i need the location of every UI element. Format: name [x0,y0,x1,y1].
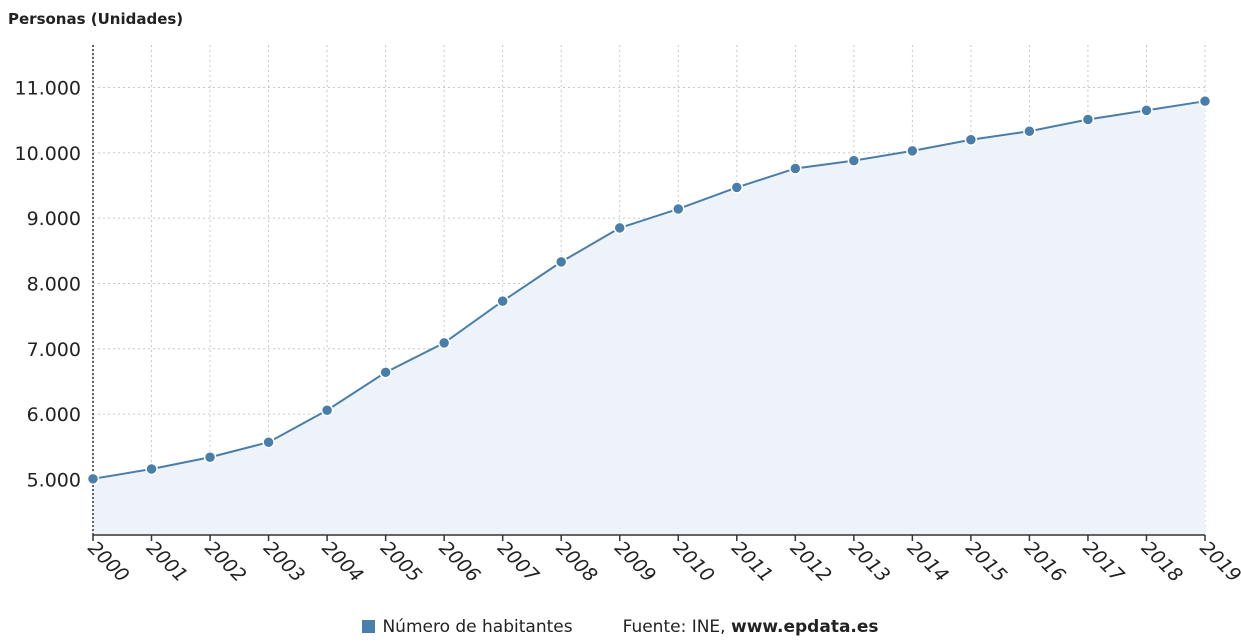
data-point[interactable] [789,162,802,175]
source-prefix: Fuente: INE, [622,617,731,637]
x-tick-label: 2019 [1195,537,1241,587]
x-tick-label: 2006 [435,537,485,587]
data-point[interactable] [847,154,861,167]
data-point[interactable] [1198,94,1212,108]
x-tick-label: 2015 [961,537,1011,587]
y-tick-label: 9.000 [27,208,81,230]
x-tick-label: 2017 [1078,537,1128,587]
legend-series-label[interactable]: Número de habitantes [382,617,573,637]
data-point[interactable] [379,366,392,379]
data-point[interactable] [730,181,744,194]
axes [92,45,1206,541]
data-point[interactable] [672,202,685,216]
x-tick-label: 2003 [259,537,309,587]
x-tick-labels: 2000 2001 2002 2003 2004 2005 2006 2007 2008 2009… [83,537,1241,587]
data-point[interactable] [613,221,626,235]
data-point[interactable] [203,451,217,464]
x-tick-label: 2011 [727,537,777,587]
data-point[interactable] [1140,104,1153,117]
y-tick-label: 8.000 [27,273,81,295]
data-point[interactable] [145,462,158,476]
x-tick-label: 2010 [669,537,719,587]
y-tick-label: 7.000 [27,339,81,361]
data-point[interactable] [320,403,334,417]
legend-swatch [362,620,376,633]
y-axis-title: Personas (Unidades) [8,10,184,28]
y-tick-label: 11.000 [15,77,81,99]
x-tick-label: 2000 [83,537,133,587]
x-tick-label: 2013 [844,537,894,587]
series-line [92,100,1206,480]
data-point[interactable] [554,255,568,269]
x-tick-label: 2016 [1020,537,1070,587]
y-tick-label: 6.000 [27,404,81,426]
x-tick-label: 2014 [903,537,953,587]
x-tick-label: 2008 [552,537,602,587]
y-tick-label: 5.000 [27,469,81,491]
x-tick-label: 2012 [786,537,836,587]
data-point[interactable] [262,435,275,449]
source-link[interactable]: www.epdata.es [731,617,879,637]
x-tick-label: 2002 [201,537,251,587]
data-point[interactable] [964,133,978,146]
y-tick-label: 10.000 [15,143,81,165]
data-point[interactable] [906,144,919,158]
series-area-fill [93,101,1205,535]
x-tick-label: 2001 [142,537,192,587]
x-tick-label: 2009 [610,537,660,587]
legend: Número de habitantes Fuente: INE, www.epd… [0,617,1241,637]
x-tick-label: 2007 [493,537,543,587]
x-tick-label: 2005 [376,537,426,587]
data-point[interactable] [1023,124,1036,138]
x-tick-label: 2018 [1137,537,1187,587]
data-point[interactable] [86,472,100,486]
data-point[interactable] [496,294,509,308]
data-points [86,94,1212,486]
data-point[interactable] [1081,113,1095,126]
data-point[interactable] [437,336,451,350]
x-tick-label: 2004 [318,537,368,587]
y-tick-labels: 5.000 6.000 7.000 8.000 9.000 10.000 11.000 [15,77,81,491]
